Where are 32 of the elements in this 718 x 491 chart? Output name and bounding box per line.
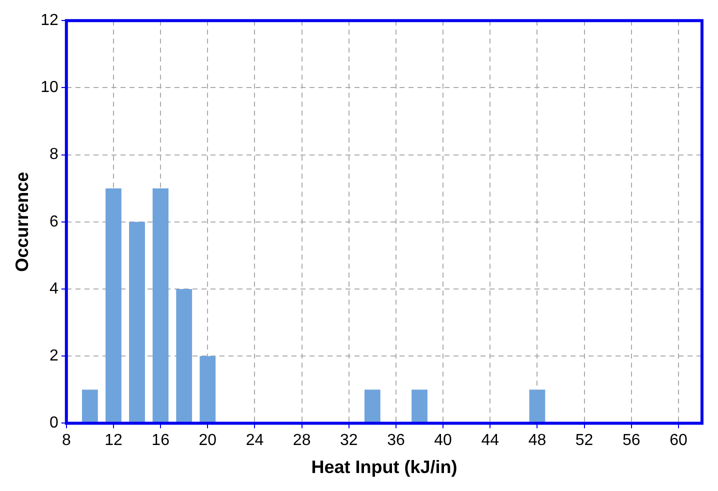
x-tick-label: 36 (387, 432, 405, 450)
x-tick-label: 20 (198, 432, 217, 450)
bar (200, 356, 216, 423)
x-tick-label: 24 (246, 432, 264, 450)
y-tick-label: 10 (40, 79, 58, 96)
bar (529, 390, 546, 423)
x-tick-label: 8 (62, 432, 71, 450)
x-tick-label: 48 (528, 432, 546, 450)
x-tick-label: 44 (481, 432, 500, 450)
bar (129, 222, 145, 423)
bar (152, 188, 169, 423)
y-tick-label: 8 (49, 146, 58, 164)
y-tick-label: 6 (49, 213, 58, 230)
bar (82, 390, 98, 423)
bar (106, 188, 122, 423)
y-tick-label: 2 (49, 348, 58, 365)
x-axis-title: Heat Input (kJ/in) (311, 457, 458, 478)
x-tick-label: 60 (670, 432, 688, 450)
y-tick-label: 4 (49, 280, 58, 298)
bar (176, 289, 192, 423)
bar (364, 390, 380, 423)
y-tick-label: 12 (40, 12, 58, 30)
x-tick-label: 16 (152, 432, 170, 450)
x-tick-label: 56 (622, 432, 640, 450)
x-tick-label: 28 (292, 432, 311, 450)
bar (412, 390, 428, 423)
x-tick-label: 40 (434, 432, 452, 450)
x-tick-label: 52 (575, 432, 594, 450)
x-tick-label: 12 (104, 432, 122, 450)
x-tick-label: 32 (340, 432, 358, 450)
y-axis-title: Occurrence (12, 172, 32, 272)
y-tick-label: 0 (49, 414, 58, 432)
